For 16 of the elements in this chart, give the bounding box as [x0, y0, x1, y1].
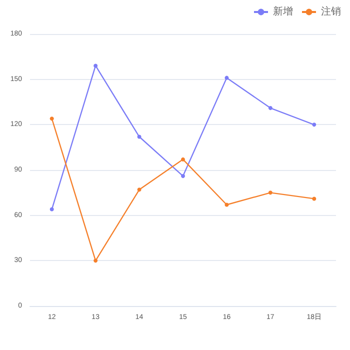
- point: [94, 64, 98, 68]
- point: [268, 106, 272, 110]
- point: [268, 190, 272, 195]
- point: [94, 258, 98, 263]
- legend-label: 注销: [321, 6, 341, 18]
- point: [50, 116, 54, 121]
- point: [181, 174, 185, 178]
- point: [312, 122, 316, 127]
- point: [137, 188, 142, 192]
- point: [50, 207, 54, 212]
- point: [224, 202, 229, 207]
- point: [181, 157, 185, 162]
- point: [224, 76, 229, 80]
- legend-label: 新增: [273, 6, 293, 18]
- point: [137, 134, 142, 139]
- point: [312, 196, 316, 201]
